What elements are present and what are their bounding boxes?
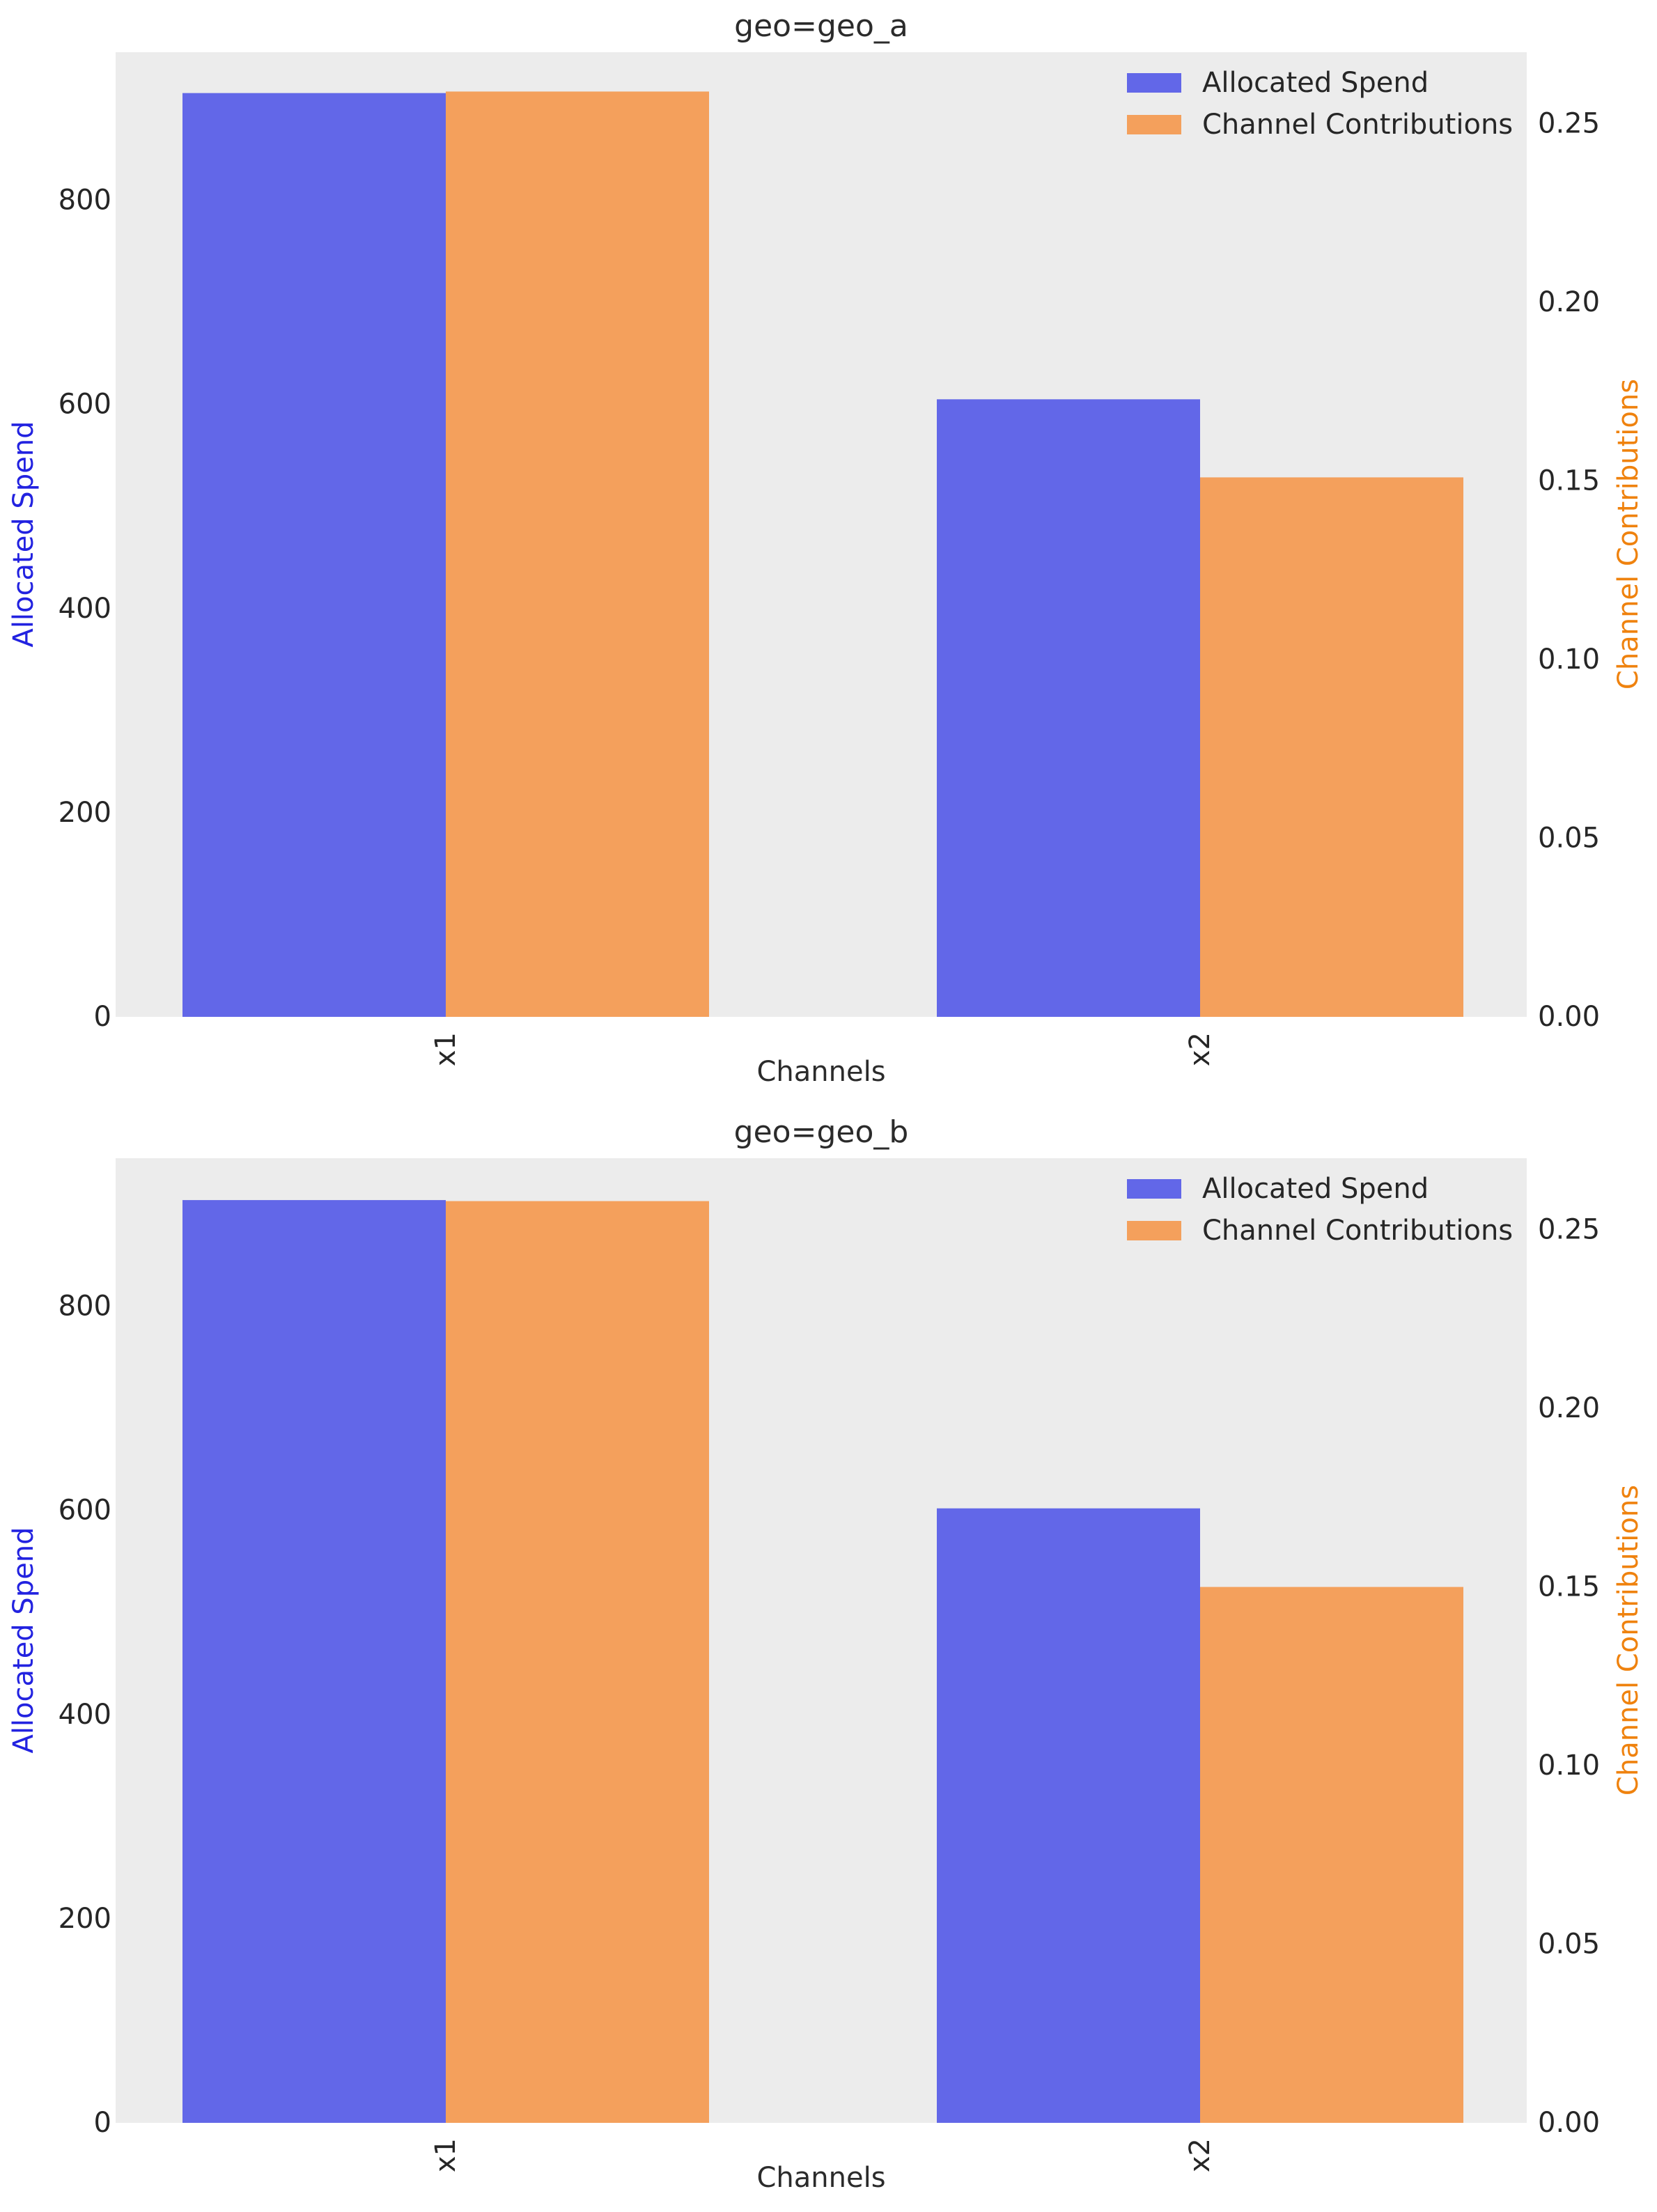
x-tick-label-x2: x2	[1184, 1032, 1216, 1066]
left-axis-tick-label: 800	[59, 1291, 111, 1323]
legend-swatch-allocated-spend	[1127, 1179, 1181, 1199]
chart-geo-b: geo=geo_b 0 200 400 600 800 0.00 0.05 0.10 0.15 0.…	[0, 1106, 1657, 2212]
bar-allocated-spend-x2	[937, 1508, 1200, 2123]
left-axis-tick-label: 400	[59, 1699, 111, 1731]
right-axis-tick-label: 0.10	[1538, 644, 1600, 676]
bar-allocated-spend-x2	[937, 399, 1200, 1017]
chart-title: geo=geo_b	[734, 1114, 909, 1150]
bar-allocated-spend-x1	[182, 93, 446, 1017]
left-axis-title: Allocated Spend	[8, 421, 40, 647]
bar-channel-contributions-x1	[446, 1201, 709, 2123]
legend-label-channel-contributions: Channel Contributions	[1202, 1215, 1513, 1247]
left-axis-tick-label: 600	[59, 1495, 111, 1527]
right-axis-tick-label: 0.10	[1538, 1750, 1600, 1782]
left-axis-tick-label: 200	[59, 797, 111, 829]
right-axis-tick-label: 0.00	[1538, 1001, 1600, 1033]
legend-label-allocated-spend: Allocated Spend	[1202, 1173, 1429, 1205]
right-axis-tick-label: 0.20	[1538, 1392, 1600, 1424]
legend-swatch-allocated-spend	[1127, 73, 1181, 93]
x-axis-title: Channels	[756, 2162, 885, 2194]
left-axis-tick-label: 200	[59, 1903, 111, 1935]
right-axis-title: Channel Contributions	[1612, 379, 1644, 690]
right-axis-tick-label: 0.20	[1538, 286, 1600, 318]
left-axis-tick-label: 800	[59, 185, 111, 217]
right-axis-tick-label: 0.05	[1538, 823, 1600, 855]
left-axis-tick-label: 0	[94, 2107, 111, 2139]
chart-geo-a: geo=geo_a 0 200 400 600 800 0.00 0.05 0.10 0.15 0.…	[8, 8, 1644, 1088]
right-axis-tick-label: 0.15	[1538, 465, 1600, 497]
bar-allocated-spend-x1	[182, 1200, 446, 2123]
right-axis-tick-label: 0.05	[1538, 1929, 1600, 1961]
chart-title: geo=geo_a	[734, 8, 908, 44]
legend-label-channel-contributions: Channel Contributions	[1202, 109, 1513, 141]
left-axis-tick-label: 600	[59, 389, 111, 421]
chart-geo-a-svg: geo=geo_a 0 200 400 600 800 0.00 0.05 0.10 0.15 0.…	[8, 8, 1644, 1088]
right-axis-tick-label: 0.00	[1538, 2107, 1600, 2139]
left-axis-tick-label: 400	[59, 593, 111, 625]
bar-channel-contributions-x2	[1200, 1587, 1463, 2123]
legend-swatch-channel-contributions	[1127, 1221, 1181, 1240]
legend-swatch-channel-contributions	[1127, 115, 1181, 134]
left-axis-tick-label: 0	[94, 1001, 111, 1033]
bar-channel-contributions-x1	[446, 91, 709, 1018]
x-tick-label-x2: x2	[1184, 2138, 1216, 2172]
left-axis-title: Allocated Spend	[8, 1527, 40, 1753]
bar-channel-contributions-x2	[1200, 477, 1463, 1017]
right-axis-title: Channel Contributions	[1612, 1485, 1644, 1796]
legend-label-allocated-spend: Allocated Spend	[1202, 67, 1429, 99]
x-tick-label-x1: x1	[430, 1032, 462, 1066]
x-axis-title: Channels	[756, 1056, 885, 1088]
right-axis-tick-label: 0.25	[1538, 108, 1600, 140]
right-axis-tick-label: 0.25	[1538, 1214, 1600, 1246]
x-tick-label-x1: x1	[430, 2138, 462, 2172]
chart-geo-b-svg: geo=geo_b 0 200 400 600 800 0.00 0.05 0.10 0.15 0.…	[8, 1114, 1644, 2194]
right-axis-tick-label: 0.15	[1538, 1571, 1600, 1603]
